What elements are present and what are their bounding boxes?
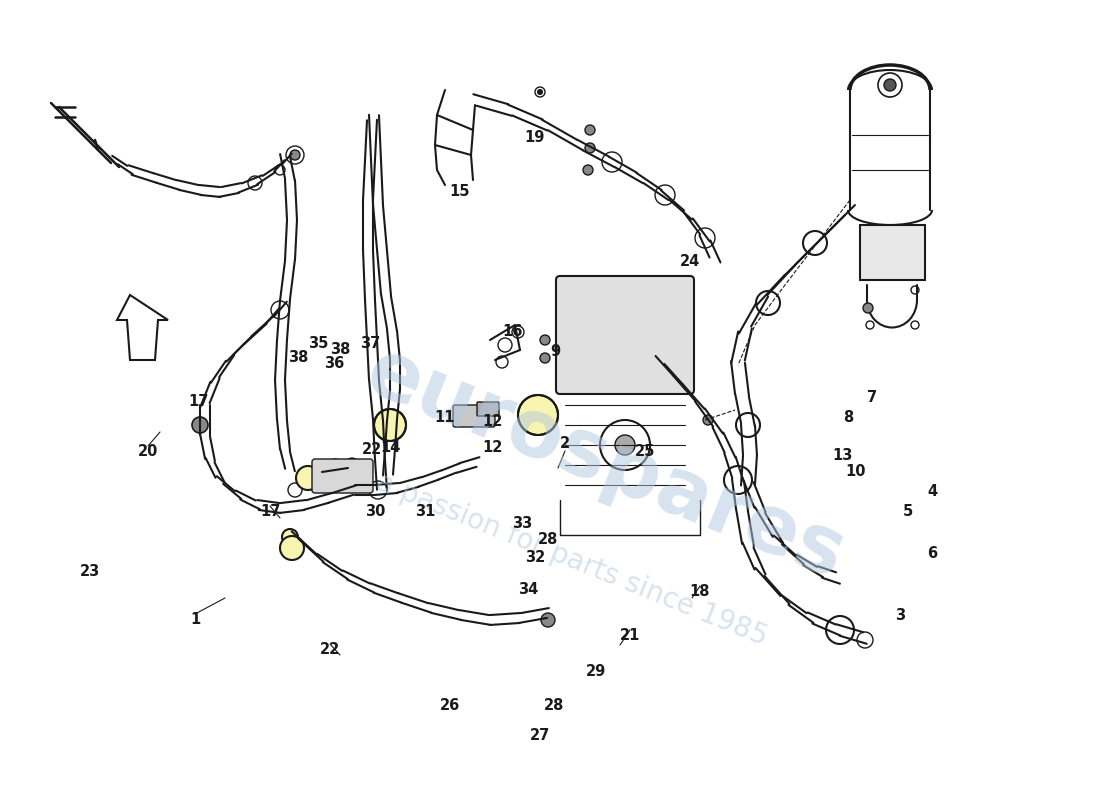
FancyBboxPatch shape [556,276,694,394]
Text: 12: 12 [482,439,503,454]
Circle shape [585,143,595,153]
Text: 8: 8 [843,410,854,425]
Text: 33: 33 [512,517,532,531]
FancyBboxPatch shape [453,405,495,427]
FancyBboxPatch shape [860,225,925,280]
Text: 23: 23 [80,565,100,579]
Polygon shape [117,295,168,360]
Circle shape [192,417,208,433]
Text: 22: 22 [362,442,382,458]
Text: 21: 21 [619,629,640,643]
Circle shape [248,176,262,190]
Text: 12: 12 [482,414,503,430]
Text: 27: 27 [530,729,550,743]
Circle shape [275,165,285,175]
FancyBboxPatch shape [312,459,373,493]
Circle shape [315,470,324,480]
Text: 20: 20 [138,445,158,459]
Circle shape [296,466,320,490]
Text: 37: 37 [360,337,381,351]
Text: 31: 31 [415,505,436,519]
Circle shape [518,395,558,435]
FancyBboxPatch shape [477,402,499,416]
Text: 28: 28 [538,533,558,547]
Circle shape [374,409,406,441]
Text: 38: 38 [330,342,350,358]
Text: 15: 15 [450,185,471,199]
Circle shape [911,286,918,294]
Text: 17: 17 [188,394,208,410]
Text: eurospares: eurospares [354,333,856,595]
Circle shape [864,303,873,313]
Text: 32: 32 [525,550,546,566]
Text: 38: 38 [288,350,308,366]
Text: 18: 18 [690,585,711,599]
Text: 24: 24 [680,254,700,270]
Text: 6: 6 [927,546,937,562]
Circle shape [911,321,918,329]
Text: 17: 17 [260,505,280,519]
Text: 11: 11 [434,410,455,425]
Circle shape [866,321,874,329]
Circle shape [884,79,896,91]
Text: a passion for parts since 1985: a passion for parts since 1985 [372,469,772,651]
Text: 7: 7 [867,390,877,405]
Circle shape [280,536,304,560]
Circle shape [540,353,550,363]
Text: 35: 35 [308,337,328,351]
Text: 26: 26 [440,698,460,714]
Text: 13: 13 [832,447,852,462]
Circle shape [538,90,542,94]
Circle shape [282,529,298,545]
Text: 9: 9 [550,345,560,359]
Text: 22: 22 [320,642,340,658]
Text: 3: 3 [895,607,905,622]
Text: 2: 2 [560,437,570,451]
Text: 30: 30 [365,505,385,519]
Circle shape [290,150,300,160]
Text: 5: 5 [903,505,913,519]
Text: 4: 4 [927,485,937,499]
Text: 19: 19 [525,130,546,145]
Text: 29: 29 [586,665,606,679]
Circle shape [585,125,595,135]
Text: 36: 36 [323,357,344,371]
Circle shape [615,435,635,455]
Text: 34: 34 [518,582,538,598]
Text: 25: 25 [635,445,656,459]
Circle shape [540,335,550,345]
Circle shape [541,613,556,627]
Text: 16: 16 [502,325,522,339]
Circle shape [703,415,713,425]
Text: 10: 10 [846,465,867,479]
Text: 14: 14 [379,439,400,454]
Text: 28: 28 [543,698,564,714]
Circle shape [583,165,593,175]
Text: 1: 1 [190,613,200,627]
